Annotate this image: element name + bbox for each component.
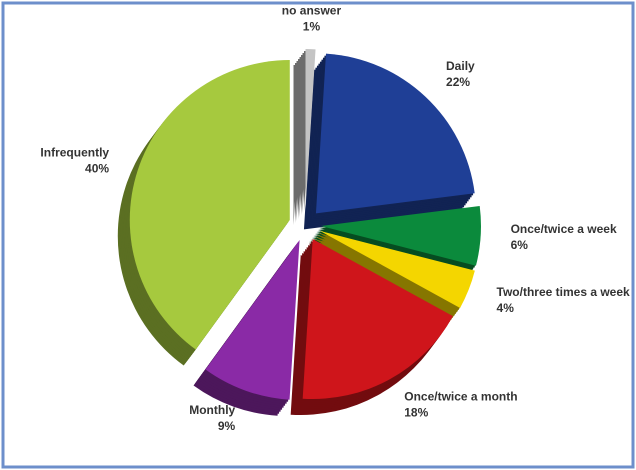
slice-value-label: 18%: [404, 406, 428, 420]
slice: [315, 53, 475, 214]
slice: [302, 239, 453, 400]
slice-label: Monthly: [189, 403, 235, 417]
slice-label: no answer: [282, 3, 342, 17]
slice-label: Once/twice a week: [511, 222, 617, 236]
slice: [205, 240, 300, 400]
slice-label: Infrequently: [40, 146, 109, 160]
slice-value-label: 9%: [218, 419, 236, 433]
slice-value-label: 4%: [497, 301, 515, 315]
slice-value-label: 22%: [446, 75, 470, 89]
slice: [305, 49, 316, 210]
slice-value-label: 6%: [511, 238, 529, 252]
slice: [129, 60, 290, 350]
slice-value-label: 40%: [85, 162, 109, 176]
slice: [319, 230, 475, 308]
slice-value-label: 1%: [303, 19, 321, 33]
slice-label: Daily: [446, 59, 475, 73]
slice-label: Once/twice a month: [404, 390, 517, 404]
slice-label: Two/three times a week: [497, 285, 630, 299]
slice: [320, 205, 481, 266]
